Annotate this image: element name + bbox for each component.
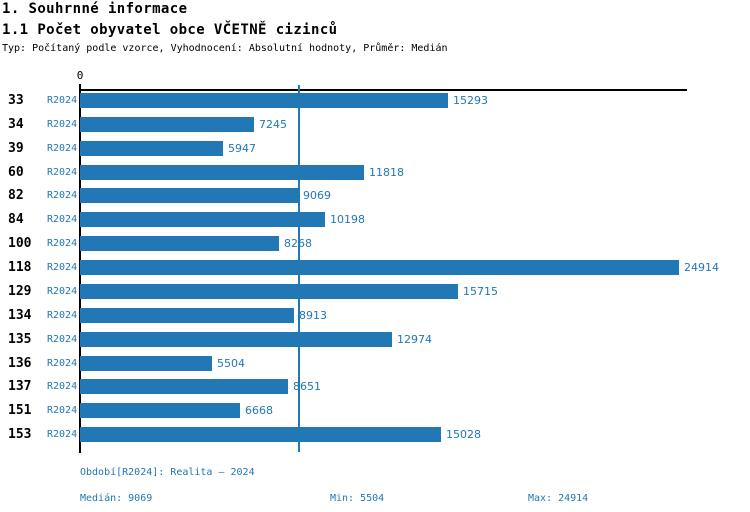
- series-label: R2024: [47, 238, 78, 249]
- bar: [80, 427, 441, 442]
- series-label: R2024: [47, 405, 78, 416]
- series-label: R2024: [47, 190, 78, 201]
- series-label: R2024: [47, 167, 78, 178]
- bar: [80, 212, 325, 227]
- value-label: 9069: [303, 189, 331, 202]
- series-label: R2024: [47, 262, 78, 273]
- value-label: 7245: [259, 118, 287, 131]
- bar: [80, 117, 254, 132]
- series-label: R2024: [47, 119, 78, 130]
- bar: [80, 93, 448, 108]
- series-label: R2024: [47, 334, 78, 345]
- category-label: 118: [8, 260, 32, 275]
- x-axis-zero-tick-label: 0: [76, 69, 84, 82]
- footer-median: Medián: 9069: [80, 493, 153, 504]
- category-label: 34: [8, 117, 24, 132]
- bar: [80, 403, 240, 418]
- series-label: R2024: [47, 143, 78, 154]
- value-label: 11818: [369, 166, 404, 179]
- bar: [80, 379, 288, 394]
- value-label: 15293: [453, 94, 488, 107]
- value-label: 5947: [228, 142, 256, 155]
- series-label: R2024: [47, 310, 78, 321]
- category-label: 136: [8, 356, 32, 371]
- series-label: R2024: [47, 286, 78, 297]
- series-label: R2024: [47, 381, 78, 392]
- category-label: 134: [8, 308, 32, 323]
- value-label: 15715: [463, 285, 498, 298]
- value-label: 8913: [299, 309, 327, 322]
- series-label: R2024: [47, 358, 78, 369]
- report-title: 1. Souhrnné informace: [2, 1, 188, 17]
- value-label: 8268: [284, 237, 312, 250]
- bar: [80, 356, 212, 371]
- bar: [80, 165, 364, 180]
- category-label: 135: [8, 332, 32, 347]
- category-label: 151: [8, 403, 32, 418]
- value-label: 15028: [446, 428, 481, 441]
- series-label: R2024: [47, 214, 78, 225]
- value-label: 6668: [245, 404, 273, 417]
- series-label: R2024: [47, 429, 78, 440]
- category-label: 137: [8, 379, 32, 394]
- bar: [80, 236, 279, 251]
- bar: [80, 332, 392, 347]
- bar: [80, 260, 679, 275]
- value-label: 10198: [330, 213, 365, 226]
- x-axis-line: [79, 89, 687, 91]
- value-label: 8651: [293, 380, 321, 393]
- bar: [80, 284, 458, 299]
- value-label: 12974: [397, 333, 432, 346]
- series-label: R2024: [47, 95, 78, 106]
- chart-subtitle: Typ: Počítaný podle vzorce, Vyhodnocení:…: [2, 43, 448, 54]
- footer-min: Min: 5504: [330, 493, 385, 504]
- category-label: 33: [8, 93, 24, 108]
- bar: [80, 141, 223, 156]
- value-label: 5504: [217, 357, 245, 370]
- category-label: 129: [8, 284, 32, 299]
- category-label: 60: [8, 165, 24, 180]
- category-label: 39: [8, 141, 24, 156]
- category-label: 84: [8, 212, 24, 227]
- footer-period: Období[R2024]: Realita – 2024: [80, 467, 255, 478]
- category-label: 100: [8, 236, 32, 251]
- value-label: 24914: [684, 261, 719, 274]
- bar: [80, 308, 294, 323]
- y-axis-line: [78, 84, 81, 453]
- section-title: 1.1 Počet obyvatel obce VČETNĚ cizinců: [2, 22, 338, 38]
- category-label: 82: [8, 188, 24, 203]
- category-label: 153: [8, 427, 32, 442]
- bar: [80, 188, 298, 203]
- footer-max: Max: 24914: [528, 493, 589, 504]
